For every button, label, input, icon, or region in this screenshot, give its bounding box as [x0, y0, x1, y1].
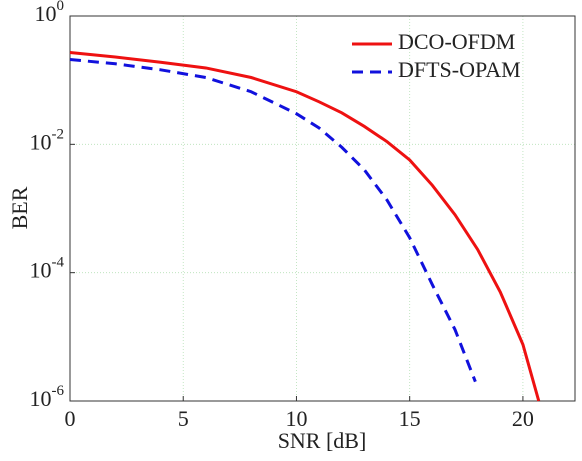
y-tick-label: 100 [35, 0, 65, 26]
data-line [69, 50, 541, 402]
plot-frame [69, 15, 576, 402]
x-tick-label: 5 [178, 406, 189, 431]
x-axis-label: SNR [dB] [278, 428, 367, 453]
y-tick-label: 10-4 [30, 255, 65, 283]
legend-label: DFTS-OPAM [398, 57, 521, 82]
data-line [69, 57, 477, 383]
x-tick-label: 20 [512, 406, 534, 431]
x-tick-label: 0 [65, 406, 76, 431]
y-tick-label: 10-2 [30, 127, 65, 155]
y-tick-label: 10-6 [30, 383, 65, 411]
legend-label: DCO-OFDM [398, 29, 515, 54]
y-axis-label: BER [7, 186, 32, 229]
x-tick-label: 10 [285, 406, 307, 431]
x-tick-label: 15 [399, 406, 421, 431]
